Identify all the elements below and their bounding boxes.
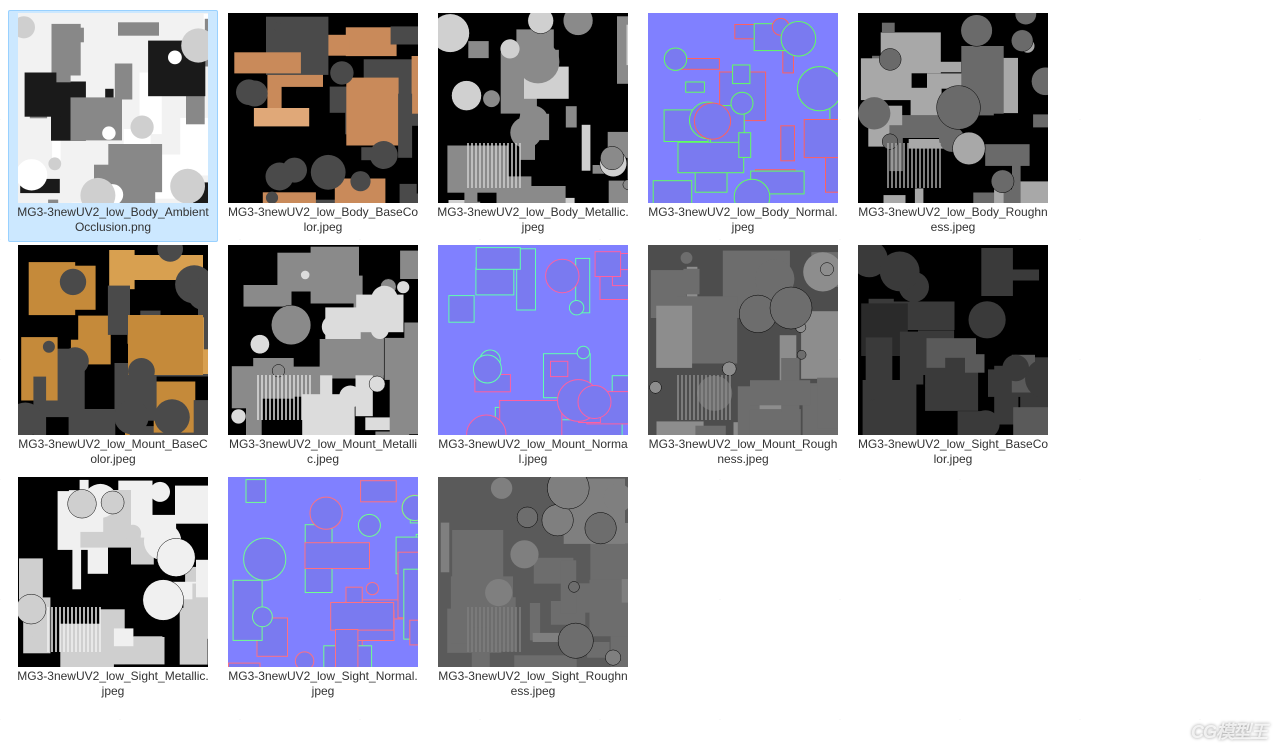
file-label: MG3-3newUV2_low_Sight_BaseColor.jpeg xyxy=(853,435,1053,471)
file-thumbnail[interactable] xyxy=(438,477,628,667)
file-item[interactable]: MG3-3newUV2_low_Mount_Metallic.jpeg xyxy=(218,242,428,474)
file-item[interactable]: MG3-3newUV2_low_Sight_Roughness.jpeg xyxy=(428,474,638,706)
file-label: MG3-3newUV2_low_Body_Normal.jpeg xyxy=(643,203,843,239)
file-thumbnail[interactable] xyxy=(228,477,418,667)
file-label: MG3-3newUV2_low_Mount_Metallic.jpeg xyxy=(223,435,423,471)
file-item[interactable]: MG3-3newUV2_low_Body_Roughness.jpeg xyxy=(848,10,1058,242)
file-item[interactable]: MG3-3newUV2_low_Body_Normal.jpeg xyxy=(638,10,848,242)
file-label: MG3-3newUV2_low_Sight_Roughness.jpeg xyxy=(433,667,633,703)
file-thumbnail[interactable] xyxy=(438,13,628,203)
file-thumbnail[interactable] xyxy=(18,13,208,203)
file-item[interactable]: MG3-3newUV2_low_Mount_Normal.jpeg xyxy=(428,242,638,474)
file-grid: MG3-3newUV2_low_Body_AmbientOcclusion.pn… xyxy=(0,0,1273,716)
file-thumbnail[interactable] xyxy=(438,245,628,435)
file-thumbnail[interactable] xyxy=(228,245,418,435)
file-item[interactable]: MG3-3newUV2_low_Sight_Metallic.jpeg xyxy=(8,474,218,706)
file-item[interactable]: MG3-3newUV2_low_Body_BaseColor.jpeg xyxy=(218,10,428,242)
file-label: MG3-3newUV2_low_Mount_Roughness.jpeg xyxy=(643,435,843,471)
file-thumbnail[interactable] xyxy=(648,13,838,203)
file-label: MG3-3newUV2_low_Body_AmbientOcclusion.pn… xyxy=(13,203,213,239)
watermark-corner: CG模型王 xyxy=(1191,718,1267,744)
file-item[interactable]: MG3-3newUV2_low_Mount_Roughness.jpeg xyxy=(638,242,848,474)
file-item[interactable]: MG3-3newUV2_low_Sight_BaseColor.jpeg xyxy=(848,242,1058,474)
file-thumbnail[interactable] xyxy=(18,245,208,435)
file-thumbnail[interactable] xyxy=(18,477,208,667)
file-label: MG3-3newUV2_low_Body_BaseColor.jpeg xyxy=(223,203,423,239)
file-label: MG3-3newUV2_low_Body_Roughness.jpeg xyxy=(853,203,1053,239)
file-item[interactable]: MG3-3newUV2_low_Body_Metallic.jpeg xyxy=(428,10,638,242)
file-thumbnail[interactable] xyxy=(858,13,1048,203)
file-label: MG3-3newUV2_low_Mount_BaseColor.jpeg xyxy=(13,435,213,471)
file-thumbnail[interactable] xyxy=(648,245,838,435)
file-label: MG3-3newUV2_low_Sight_Metallic.jpeg xyxy=(13,667,213,703)
file-item[interactable]: MG3-3newUV2_low_Mount_BaseColor.jpeg xyxy=(8,242,218,474)
file-item[interactable]: MG3-3newUV2_low_Body_AmbientOcclusion.pn… xyxy=(8,10,218,242)
file-thumbnail[interactable] xyxy=(228,13,418,203)
file-label: MG3-3newUV2_low_Body_Metallic.jpeg xyxy=(433,203,633,239)
file-thumbnail[interactable] xyxy=(858,245,1048,435)
file-item[interactable]: MG3-3newUV2_low_Sight_Normal.jpeg xyxy=(218,474,428,706)
file-label: MG3-3newUV2_low_Mount_Normal.jpeg xyxy=(433,435,633,471)
file-label: MG3-3newUV2_low_Sight_Normal.jpeg xyxy=(223,667,423,703)
